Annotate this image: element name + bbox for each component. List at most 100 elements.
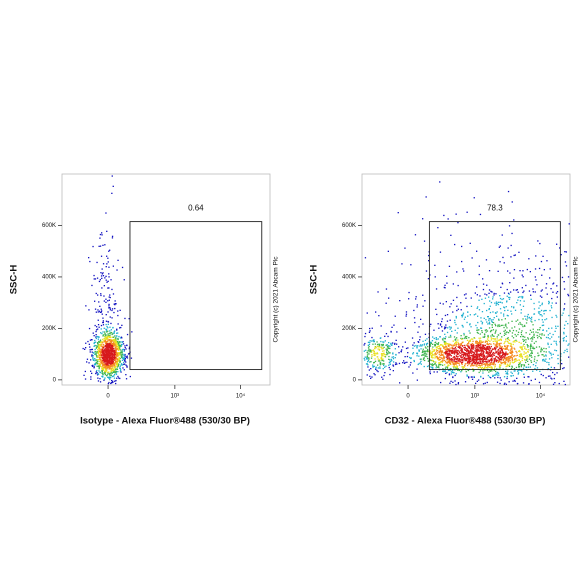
event-dot <box>369 341 371 344</box>
event-dot <box>454 346 456 349</box>
event-dot <box>543 355 545 357</box>
event-dot <box>111 375 113 378</box>
event-dot <box>468 343 470 345</box>
event-dot <box>545 351 547 353</box>
event-dot <box>505 359 507 361</box>
event-dot <box>471 359 473 361</box>
event-dot <box>97 348 100 350</box>
event-dot <box>413 360 415 363</box>
event-dot <box>557 358 559 360</box>
event-dot <box>511 361 513 363</box>
event-dot <box>114 371 117 373</box>
event-dot <box>438 356 441 358</box>
event-dot <box>124 355 126 357</box>
event-dot <box>503 342 505 345</box>
event-dot <box>486 366 489 368</box>
event-dot <box>378 349 380 351</box>
event-dot <box>567 295 570 297</box>
event-dot <box>468 347 470 350</box>
event-dot <box>460 335 462 337</box>
event-dot <box>497 303 500 306</box>
event-dot <box>104 244 106 246</box>
event-dot <box>519 296 521 298</box>
event-dot <box>533 348 535 350</box>
event-dot <box>83 374 85 376</box>
event-dot <box>443 337 445 339</box>
event-dot <box>402 346 404 348</box>
event-dot <box>466 349 468 351</box>
event-dot <box>504 309 506 312</box>
event-dot <box>515 289 517 291</box>
event-dot <box>511 357 513 359</box>
event-dot <box>104 332 106 335</box>
event-dot <box>128 318 130 320</box>
event-dot <box>491 354 493 356</box>
event-dot <box>115 372 117 374</box>
event-dot <box>533 360 535 362</box>
event-dot <box>109 347 111 349</box>
event-dot <box>493 362 495 364</box>
event-dot <box>120 369 122 371</box>
event-dot <box>110 368 112 370</box>
event-dot <box>105 275 107 277</box>
event-dot <box>482 352 484 354</box>
event-dot <box>128 348 130 350</box>
event-dot <box>479 213 482 216</box>
event-dot <box>514 326 516 328</box>
event-dot <box>101 346 104 348</box>
event-dot <box>450 359 452 361</box>
event-dot <box>514 359 516 361</box>
event-dot <box>541 274 543 276</box>
event-dot <box>481 358 483 360</box>
event-dot <box>445 352 448 354</box>
event-dot <box>549 352 551 354</box>
event-dot <box>375 347 377 349</box>
event-dot <box>458 358 460 360</box>
event-dot <box>527 363 530 366</box>
event-dot <box>462 268 464 270</box>
event-dot <box>108 381 110 384</box>
event-dot <box>436 355 438 358</box>
event-dot <box>458 369 461 372</box>
event-dot <box>531 316 533 318</box>
event-dot <box>444 287 446 289</box>
event-dot <box>482 346 484 348</box>
event-dot <box>111 336 113 338</box>
event-dot <box>380 325 382 327</box>
event-dot <box>469 351 472 353</box>
event-dot <box>499 325 501 327</box>
event-dot <box>565 340 567 342</box>
event-dot <box>503 357 506 359</box>
event-dot <box>428 365 430 367</box>
event-dot <box>495 301 498 303</box>
event-dot <box>367 347 370 349</box>
event-dot <box>506 356 508 359</box>
event-dot <box>98 245 100 247</box>
event-dot <box>395 339 397 341</box>
event-dot <box>504 360 506 363</box>
event-dot <box>480 327 483 329</box>
event-dot <box>507 322 510 324</box>
event-dot <box>563 308 565 310</box>
event-dot <box>114 380 116 382</box>
event-dot <box>461 341 463 343</box>
event-dot <box>558 336 560 338</box>
event-dot <box>115 351 117 353</box>
event-dot <box>366 357 368 359</box>
event-dot <box>512 374 514 377</box>
event-dot <box>517 373 519 375</box>
event-dot <box>550 352 552 354</box>
event-dot <box>427 357 429 360</box>
event-dot <box>109 375 111 377</box>
event-dot <box>478 362 480 364</box>
event-dot <box>113 357 116 359</box>
event-dot <box>518 355 521 358</box>
event-dot <box>478 344 480 346</box>
event-dot <box>492 374 494 376</box>
event-dot <box>521 357 524 359</box>
event-dot <box>451 359 453 362</box>
event-dot <box>464 358 466 360</box>
event-dot <box>495 325 497 327</box>
event-dot <box>513 306 515 308</box>
event-dot <box>114 366 116 368</box>
